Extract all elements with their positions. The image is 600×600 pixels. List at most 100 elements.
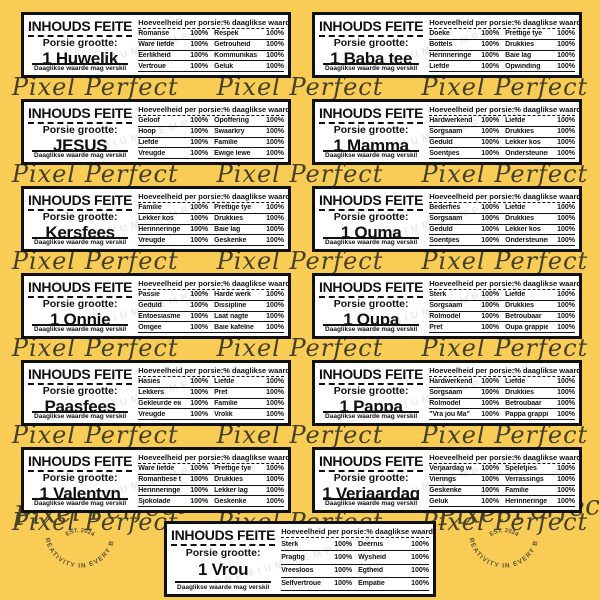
fact-name: Dissipline bbox=[214, 302, 247, 310]
fact-value: 100% bbox=[481, 497, 500, 505]
portion-name: 1 Vrou bbox=[198, 560, 249, 579]
label-footer-note: Daaglikse waarde mag verskil bbox=[34, 326, 127, 333]
fact-value: 100% bbox=[266, 476, 284, 484]
facts-rows: Verjaardag wense100%Speletjies100%Vierin… bbox=[429, 464, 575, 507]
fact-value: 100% bbox=[190, 215, 209, 223]
fact-name: Sorgsaam bbox=[429, 215, 463, 223]
label-left-panel: INHOUDS FEITE Porsie grootte: JESUS Daag… bbox=[28, 105, 133, 159]
fact-name: Geskenke bbox=[214, 497, 247, 505]
facts-row: Sorgsaam 100% Drukkies 100% bbox=[429, 214, 575, 225]
facts-header: Hoeveelheid per porsie: % daaglikse waar… bbox=[138, 105, 288, 116]
facts-row: Geskenke 100% Familie 100% bbox=[429, 486, 575, 497]
divider-line bbox=[323, 324, 420, 326]
fact-value: 100% bbox=[266, 236, 284, 244]
portion-size-label: Porsie grootte: bbox=[185, 547, 261, 559]
fact-value: 100% bbox=[557, 30, 575, 38]
fact-name: Vreugde bbox=[138, 149, 166, 157]
fact-value: 100% bbox=[266, 30, 284, 38]
fact-name: Sorgsaam bbox=[429, 389, 463, 397]
label-title: INHOUDS FEITE bbox=[319, 279, 424, 298]
fact-value: 100% bbox=[557, 378, 575, 386]
facts-row: Liefde 100% Opwinding 100% bbox=[429, 61, 575, 72]
fact-name: Geskenke bbox=[429, 486, 462, 494]
portion-name: 1 Mamma bbox=[333, 136, 409, 150]
facts-row: Soentjies 100% Ondersteunend 100% bbox=[429, 148, 575, 159]
fact-value: 100% bbox=[190, 30, 209, 38]
fact-value: 100% bbox=[266, 215, 284, 223]
facts-header: Hoeveelheid per porsie: % daaglikse waar… bbox=[429, 279, 579, 290]
facts-row: Romanse 100% Respek 100% bbox=[138, 29, 284, 40]
fact-value: 100% bbox=[557, 465, 575, 473]
fact-value: 100% bbox=[266, 399, 284, 407]
fact-name: Soentjies bbox=[429, 236, 460, 244]
fact-value: 100% bbox=[481, 41, 500, 49]
fact-name: Opoffering bbox=[214, 117, 249, 125]
portion-name: Kersfees bbox=[45, 223, 115, 237]
fact-name: Herinneringe bbox=[429, 51, 472, 59]
fact-value: 100% bbox=[190, 291, 209, 299]
portion-name: JESUS bbox=[52, 136, 108, 150]
fact-name: Empatie bbox=[358, 580, 385, 588]
facts-row: Herinneringe 100% Baie lag 100% bbox=[138, 225, 284, 236]
label-title: INHOUDS FEITE bbox=[28, 105, 133, 124]
facts-row: Hardwerkend 100% Liefde 100% bbox=[429, 377, 575, 388]
fact-name: Romantiese tye bbox=[138, 476, 181, 484]
watermark-script-row: Pixel Perfect Pixel Perfect Pixel Perfec… bbox=[11, 160, 589, 188]
label-left-panel: INHOUDS FEITE Porsie grootte: Paasfees D… bbox=[28, 366, 133, 420]
fact-name: Sterk bbox=[429, 291, 447, 299]
label-title: INHOUDS FEITE bbox=[319, 366, 424, 385]
facts-row: Ware liefde 100% Prettige tye 100% bbox=[138, 464, 284, 475]
amount-header: Hoeveelheid per porsie: bbox=[281, 527, 367, 536]
daily-value-header: % daaglikse waarde bbox=[223, 192, 291, 201]
watermark-stamp: Pixel PerfectEST. 2024CREATIVITY IN EVER… bbox=[437, 489, 600, 583]
label-facts-panel: Hoeveelheid per porsie: % daaglikse waar… bbox=[429, 192, 579, 246]
amount-header: Hoeveelheid per porsie: bbox=[429, 192, 515, 201]
fact-name: Drukkies bbox=[505, 302, 534, 310]
fact-name: Drukkies bbox=[214, 215, 243, 223]
fact-name: Romanse bbox=[138, 30, 170, 38]
fact-value: 100% bbox=[266, 465, 284, 473]
label-body: INHOUDS FEITE Porsie grootte: Paasfees D… bbox=[24, 363, 288, 423]
portion-name-wrap: 1 Vrou bbox=[174, 560, 272, 580]
fact-name: Selfvertroue bbox=[281, 580, 321, 588]
label-footer-note: Daaglikse waarde mag verskil bbox=[34, 152, 127, 159]
fact-name: Verjaardag wense bbox=[429, 465, 472, 473]
portion-size-label: Porsie grootte: bbox=[42, 472, 118, 484]
fact-value: 100% bbox=[481, 51, 500, 59]
divider-line bbox=[32, 411, 129, 413]
fact-name: Sorgsaam bbox=[429, 302, 463, 310]
label-facts-panel: Hoeveelheid per porsie: % daaglikse waar… bbox=[138, 18, 288, 72]
portion-size-label: Porsie grootte: bbox=[42, 124, 118, 136]
fact-value: 100% bbox=[190, 62, 209, 70]
fact-value: 100% bbox=[557, 225, 575, 233]
fact-value: 100% bbox=[411, 567, 429, 575]
fact-name: Herinneringe bbox=[138, 225, 181, 233]
facts-row: Selfvertroue 100% Empatie 100% bbox=[281, 578, 429, 591]
facts-row: Sjokolade 100% Geskenke 100% bbox=[138, 496, 284, 507]
daily-value-header: % daaglikse waarde bbox=[514, 279, 582, 288]
facts-row: Rolmodel 100% Betroubaar 100% bbox=[429, 312, 575, 323]
fact-value: 100% bbox=[481, 312, 500, 320]
facts-rows: Romanse 100% Respek 100% Ware liefde 100% Getr… bbox=[138, 29, 284, 72]
fact-value: 100% bbox=[266, 323, 284, 331]
label-body: INHOUDS FEITE Porsie grootte: 1 Verjaard… bbox=[315, 450, 579, 510]
fact-name: Hardwerkend bbox=[429, 378, 473, 386]
portion-size-label: Porsie grootte: bbox=[333, 385, 409, 397]
amount-header: Hoeveelheid per porsie: bbox=[138, 453, 224, 462]
fact-value: 100% bbox=[266, 486, 284, 494]
nutrition-label: PREMIUM TEMPLATES INHOUDS FEITE Porsie g… bbox=[312, 447, 582, 513]
fact-name: Ware liefde bbox=[138, 41, 175, 49]
portion-size-label: Porsie grootte: bbox=[333, 472, 409, 484]
fact-name: Betroubaar bbox=[505, 312, 542, 320]
fact-name: Hasies bbox=[138, 378, 161, 386]
label-footer-note: Daaglikse waarde mag verskil bbox=[34, 65, 127, 72]
fact-value: 100% bbox=[190, 41, 209, 49]
fact-value: 100% bbox=[266, 117, 284, 125]
fact-name: Drukkies bbox=[214, 476, 243, 484]
fact-name: Soentjies bbox=[429, 149, 460, 157]
facts-header: Hoeveelheid per porsie: % daaglikse waar… bbox=[281, 527, 433, 538]
fact-value: 100% bbox=[557, 149, 575, 157]
facts-row: Vertroue 100% Geluk 100% bbox=[138, 61, 284, 72]
facts-row: Geloof 100% Opoffering 100% bbox=[138, 116, 284, 127]
label-facts-panel: Hoeveelheid per porsie: % daaglikse waar… bbox=[429, 453, 579, 507]
